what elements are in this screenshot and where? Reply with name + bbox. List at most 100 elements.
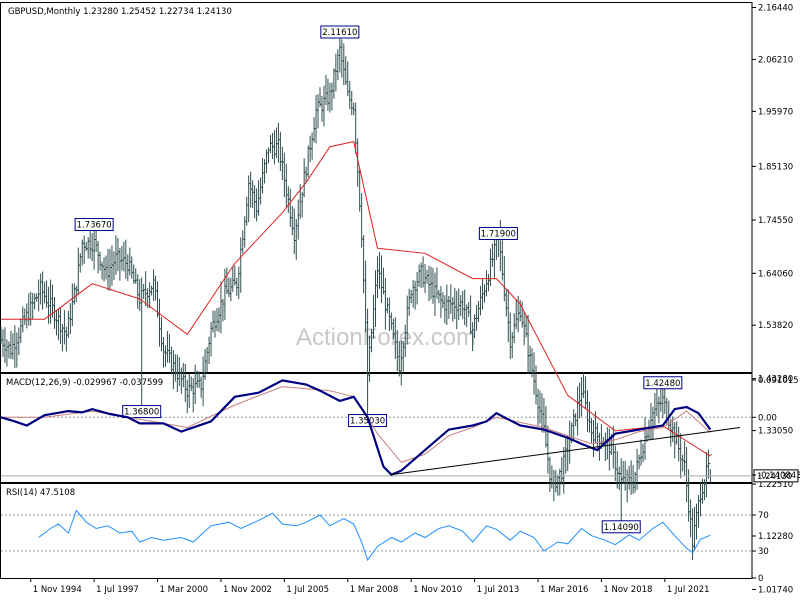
ohlc-bar	[708, 454, 712, 483]
ohlc-bar	[334, 53, 338, 92]
ohlc-bar	[235, 277, 239, 296]
panel-frame-1	[0, 373, 753, 483]
ohlc-bar	[621, 461, 625, 485]
ohlc-bar	[562, 446, 566, 494]
ohlc-bar	[84, 241, 88, 252]
ohlc-bar	[459, 295, 463, 316]
ohlc-bar	[49, 279, 53, 324]
ohlc-bar	[294, 219, 298, 260]
ohlc-bar	[27, 293, 31, 326]
ohlc-bar	[554, 470, 558, 493]
ohlc-bar	[427, 265, 431, 302]
ohlc-bar	[288, 188, 292, 227]
annotation-label: 1.36800	[124, 408, 159, 418]
ohlc-bar	[86, 237, 90, 259]
ohlc-bar	[375, 256, 379, 299]
ohlc-bar	[417, 264, 421, 287]
ohlc-bar	[219, 281, 223, 334]
ohlc-bar	[217, 307, 221, 332]
ohlc-bar	[653, 393, 657, 428]
annotation-label: 2.11610	[322, 28, 357, 38]
ohlc-bar	[306, 145, 310, 178]
ohlc-bar	[490, 243, 494, 267]
ohlc-bar	[274, 127, 278, 159]
ohlc-bar	[221, 298, 225, 322]
ohlc-bar	[431, 267, 435, 304]
ohlc-bar	[25, 303, 29, 329]
ohlc-bar	[237, 266, 241, 299]
ohlc-bar	[296, 199, 300, 240]
current-price-label: 1.24130	[757, 472, 792, 482]
ohlc-bar	[270, 132, 274, 160]
ohlc-bar	[284, 163, 288, 208]
current-price-box	[753, 469, 799, 483]
ohlc-bar	[11, 333, 15, 360]
ohlc-bar	[574, 413, 578, 427]
ohlc-bar	[312, 117, 316, 143]
ohlc-bar	[241, 230, 245, 254]
ohlc-bar	[637, 454, 641, 470]
ohlc-bar	[314, 95, 318, 144]
ohlc-bar	[167, 333, 171, 363]
macd-title: MACD(12,26,9) -0.029967 -0.037599	[6, 378, 163, 388]
ohlc-bar	[528, 345, 532, 373]
ohlc-bar	[124, 239, 128, 279]
ohlc-bar	[82, 235, 86, 264]
annotation-label: 1.71900	[481, 229, 516, 239]
ohlc-bar	[693, 506, 697, 551]
ohlc-bar	[300, 191, 304, 218]
ohlc-bar	[58, 307, 62, 345]
ohlc-bar	[1, 329, 5, 357]
ohlc-bar	[158, 298, 162, 347]
ohlc-bar	[629, 460, 633, 496]
ohlc-bar	[47, 286, 51, 324]
moving-average-line	[1, 141, 711, 457]
ohlc-bar	[134, 268, 138, 284]
ohlc-bar	[165, 331, 169, 363]
annotation-label: 1.73670	[77, 221, 112, 231]
ohlc-bar	[663, 386, 667, 414]
ohlc-bar	[603, 432, 607, 461]
ohlc-bar	[136, 274, 140, 309]
ohlc-bar	[362, 235, 366, 294]
ohlc-bar	[584, 376, 588, 410]
macd-tick-label: 0.091015	[758, 376, 799, 386]
ohlc-bar	[152, 269, 156, 301]
price-tick-label: 1.85130	[758, 162, 793, 172]
ohlc-bar	[572, 409, 576, 442]
ohlc-bar	[447, 295, 451, 319]
ohlc-bar	[292, 208, 296, 255]
ohlc-bar	[326, 78, 330, 111]
ohlc-bar	[377, 252, 381, 289]
ohlc-bar	[140, 277, 144, 412]
ohlc-bar	[268, 135, 272, 154]
ohlc-bar	[675, 421, 679, 445]
ohlc-bar	[225, 267, 229, 294]
ohlc-bar	[492, 233, 496, 280]
ohlc-bar	[148, 282, 152, 309]
ohlc-bar	[437, 290, 441, 304]
price-tick-label: 1.43280	[758, 375, 793, 385]
ohlc-bar	[126, 254, 130, 282]
ohlc-bar	[5, 339, 9, 367]
ohlc-bar	[346, 61, 350, 97]
ohlc-bar	[611, 425, 615, 469]
ohlc-bar	[649, 402, 653, 440]
ohlc-bar	[445, 284, 449, 326]
ohlc-bar	[272, 130, 276, 165]
ohlc-bar	[451, 297, 455, 322]
time-tick-label: 1 Jul 1997	[96, 585, 139, 595]
ohlc-bar	[506, 289, 510, 343]
ohlc-bar	[320, 96, 324, 122]
ohlc-bar	[160, 316, 164, 352]
ohlc-bar	[100, 261, 104, 280]
ohlc-bar	[203, 348, 207, 380]
ohlc-bar	[704, 451, 708, 498]
ohlc-bar	[316, 94, 320, 129]
time-tick-label: 1 Nov 2002	[223, 585, 272, 595]
ohlc-bar	[302, 158, 306, 198]
ohlc-bar	[187, 373, 191, 408]
ohlc-bar	[625, 469, 629, 503]
rsi-tick-label: 0	[758, 574, 763, 584]
ohlc-bar	[142, 283, 146, 300]
